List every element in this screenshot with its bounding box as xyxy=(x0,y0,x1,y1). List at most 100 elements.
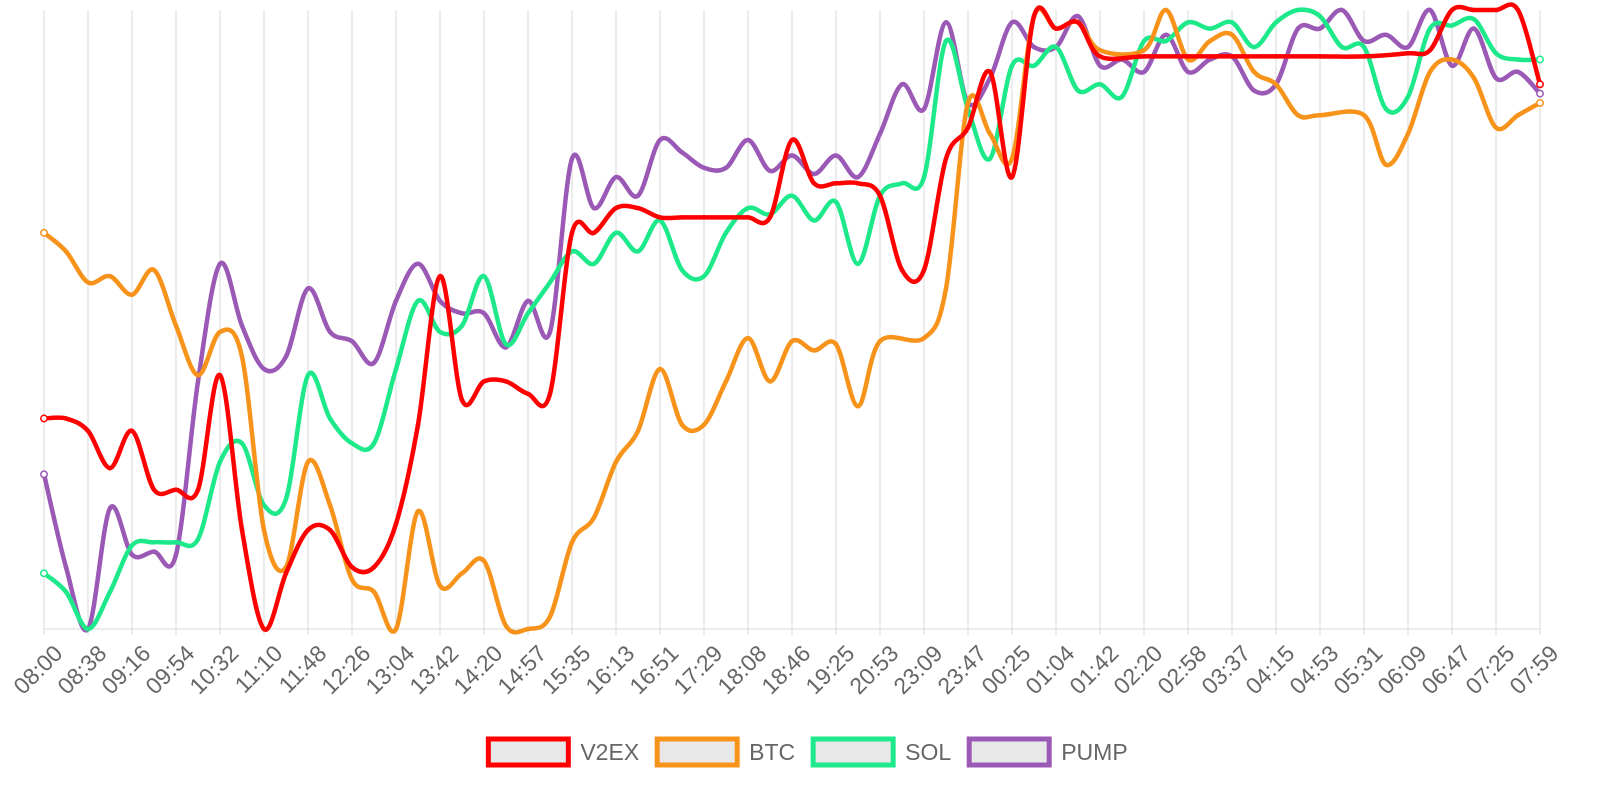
data-point-pump[interactable] xyxy=(283,354,289,359)
data-point-btc[interactable] xyxy=(1229,32,1235,38)
data-point-btc[interactable] xyxy=(1515,112,1521,118)
data-point-btc[interactable] xyxy=(393,626,399,632)
data-point-btc[interactable] xyxy=(1295,112,1301,118)
data-point-pump[interactable] xyxy=(635,193,641,198)
data-point-sol[interactable] xyxy=(85,626,91,632)
data-point-sol[interactable] xyxy=(239,441,245,446)
data-point-v2ex[interactable] xyxy=(723,215,729,220)
data-point-btc[interactable] xyxy=(1273,82,1279,87)
data-point-v2ex[interactable] xyxy=(525,391,531,397)
legend-item-btc[interactable]: BTC xyxy=(654,736,795,768)
data-point-v2ex[interactable] xyxy=(1075,20,1081,25)
data-point-btc[interactable] xyxy=(327,502,333,508)
data-point-btc[interactable] xyxy=(239,354,245,359)
data-point-v2ex[interactable] xyxy=(1405,51,1411,56)
data-point-v2ex[interactable] xyxy=(415,422,421,428)
data-point-v2ex[interactable] xyxy=(1493,7,1499,13)
data-point-v2ex[interactable] xyxy=(1009,174,1015,180)
data-point-pump[interactable] xyxy=(1031,44,1037,50)
data-point-v2ex[interactable] xyxy=(349,564,355,570)
data-point-sol[interactable] xyxy=(1295,7,1301,13)
data-point-btc[interactable] xyxy=(173,323,179,329)
data-point-pump[interactable] xyxy=(349,338,355,344)
data-point-v2ex[interactable] xyxy=(855,181,861,186)
data-point-btc[interactable] xyxy=(613,459,619,465)
data-point-pump[interactable] xyxy=(1361,38,1367,44)
data-point-v2ex[interactable] xyxy=(217,372,223,378)
data-point-pump[interactable] xyxy=(1383,32,1389,38)
data-point-sol[interactable] xyxy=(195,536,201,542)
data-point-sol[interactable] xyxy=(1536,55,1544,64)
data-point-v2ex[interactable] xyxy=(437,273,443,279)
data-point-sol[interactable] xyxy=(591,261,597,267)
data-point-sol[interactable] xyxy=(525,311,531,316)
data-point-sol[interactable] xyxy=(261,502,267,508)
data-point-v2ex[interactable] xyxy=(107,465,113,471)
data-point-v2ex[interactable] xyxy=(151,487,157,493)
data-point-btc[interactable] xyxy=(217,329,223,335)
data-point-btc[interactable] xyxy=(85,280,91,285)
data-point-pump[interactable] xyxy=(195,379,201,384)
data-point-sol[interactable] xyxy=(921,174,927,180)
data-point-btc[interactable] xyxy=(1471,75,1477,81)
data-point-sol[interactable] xyxy=(679,267,685,273)
data-point-pump[interactable] xyxy=(173,552,179,557)
data-point-v2ex[interactable] xyxy=(657,215,663,220)
data-point-pump[interactable] xyxy=(745,137,751,143)
data-point-pump[interactable] xyxy=(1163,32,1169,38)
data-point-sol[interactable] xyxy=(833,199,839,205)
data-point-sol[interactable] xyxy=(327,416,333,421)
data-point-btc[interactable] xyxy=(811,348,817,353)
data-point-v2ex[interactable] xyxy=(1536,80,1544,89)
data-point-sol[interactable] xyxy=(745,205,751,211)
data-point-btc[interactable] xyxy=(151,267,157,273)
data-point-sol[interactable] xyxy=(371,441,377,446)
data-point-pump[interactable] xyxy=(723,165,729,171)
data-point-v2ex[interactable] xyxy=(459,397,465,403)
data-point-pump[interactable] xyxy=(129,552,135,557)
data-point-sol[interactable] xyxy=(415,298,421,304)
data-point-v2ex[interactable] xyxy=(701,215,707,220)
data-point-pump[interactable] xyxy=(1097,63,1103,68)
data-point-sol[interactable] xyxy=(305,372,311,378)
legend-item-v2ex[interactable]: V2EX xyxy=(485,736,639,768)
data-point-sol[interactable] xyxy=(613,230,619,236)
data-point-btc[interactable] xyxy=(877,338,883,344)
data-point-sol[interactable] xyxy=(855,261,861,267)
data-point-v2ex[interactable] xyxy=(965,125,971,130)
data-point-v2ex[interactable] xyxy=(305,527,311,533)
data-point-pump[interactable] xyxy=(305,286,311,291)
data-point-v2ex[interactable] xyxy=(1185,54,1191,59)
data-point-sol[interactable] xyxy=(481,273,487,279)
data-point-pump[interactable] xyxy=(679,150,685,155)
data-point-v2ex[interactable] xyxy=(789,137,795,143)
data-point-sol[interactable] xyxy=(349,441,355,446)
data-point-sol[interactable] xyxy=(1493,51,1499,56)
data-point-pump[interactable] xyxy=(63,564,69,570)
data-point-pump[interactable] xyxy=(525,298,531,304)
data-point-sol[interactable] xyxy=(1009,63,1015,68)
data-point-sol[interactable] xyxy=(1405,94,1411,99)
data-point-sol[interactable] xyxy=(437,329,443,335)
data-point-pump[interactable] xyxy=(261,366,267,372)
data-point-btc[interactable] xyxy=(569,540,575,545)
data-point-sol[interactable] xyxy=(1251,44,1257,50)
data-point-btc[interactable] xyxy=(195,372,201,378)
data-point-pump[interactable] xyxy=(811,171,817,177)
data-point-v2ex[interactable] xyxy=(767,215,773,220)
data-point-pump[interactable] xyxy=(459,311,465,316)
data-point-sol[interactable] xyxy=(40,569,48,578)
data-point-sol[interactable] xyxy=(107,589,113,595)
data-point-v2ex[interactable] xyxy=(481,379,487,384)
data-point-sol[interactable] xyxy=(1031,63,1037,68)
data-point-pump[interactable] xyxy=(767,168,773,174)
data-point-btc[interactable] xyxy=(1097,47,1103,53)
data-point-pump[interactable] xyxy=(1141,69,1147,75)
data-point-btc[interactable] xyxy=(789,338,795,344)
data-point-pump[interactable] xyxy=(591,205,597,211)
data-point-sol[interactable] xyxy=(1207,26,1213,31)
data-point-btc[interactable] xyxy=(1361,112,1367,118)
data-point-v2ex[interactable] xyxy=(943,156,949,161)
data-point-sol[interactable] xyxy=(1229,20,1235,25)
data-point-sol[interactable] xyxy=(1053,44,1059,50)
